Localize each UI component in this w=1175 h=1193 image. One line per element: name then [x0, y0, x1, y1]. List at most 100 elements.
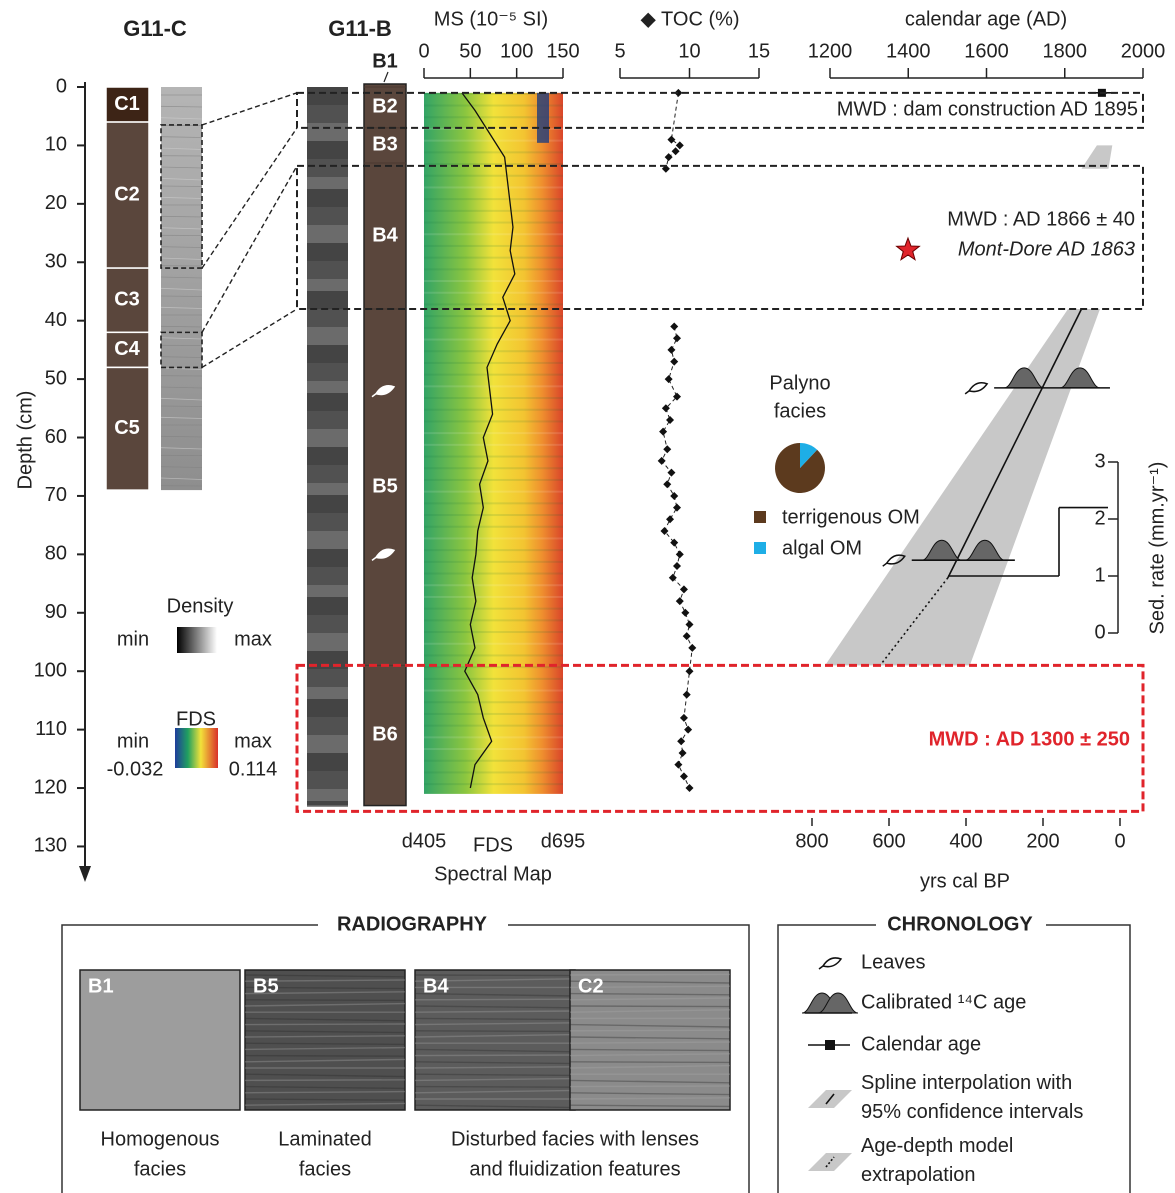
legend-label: 95% confidence intervals: [861, 1101, 1083, 1123]
radiograph-stripe: [244, 1046, 406, 1051]
radiograph-stripe: [160, 337, 203, 340]
radiograph-stripe: [307, 711, 348, 717]
legend-title: Density: [167, 595, 234, 617]
axis-tick-label: 2000: [1121, 40, 1166, 62]
leaf-icon: [371, 548, 396, 561]
unit-label: C2: [114, 183, 140, 205]
radiograph-stripe: [307, 705, 348, 711]
radiograph-stripe: [307, 639, 348, 645]
leaf-shape: [374, 548, 396, 559]
radiograph-stripe: [569, 1048, 731, 1052]
radiograph-stripe: [160, 166, 203, 169]
radiograph-stripe: [414, 1005, 576, 1009]
toc-point: [667, 345, 676, 354]
radiograph-stripe: [160, 215, 203, 218]
radiograph-stripe: [160, 306, 203, 309]
correlation-box: [160, 124, 203, 269]
radiograph-stripe: [307, 741, 348, 747]
radiograph-stripe: [307, 477, 348, 483]
radiograph-stripe: [307, 699, 348, 705]
unit-label: C3: [114, 289, 140, 311]
radiograph-stripe: [414, 1089, 576, 1094]
spectral-label: d405: [402, 830, 447, 852]
core-unit: [105, 331, 150, 369]
radiograph-stripe: [307, 483, 348, 489]
legend-icon: [817, 992, 859, 1014]
spectral-texture: [424, 116, 563, 119]
panel-caption: facies: [134, 1158, 186, 1180]
radiograph-stripe: [414, 1022, 576, 1026]
radiograph-panel: [569, 969, 731, 1111]
radiograph-stripe: [160, 447, 203, 450]
leaf-stem: [371, 556, 377, 561]
radiograph-stripe: [307, 219, 348, 225]
radiograph-stripe: [307, 285, 348, 291]
axis-title: MS (10⁻⁵ SI): [434, 8, 548, 30]
depth-tick-label: 130: [34, 835, 67, 857]
radiograph-stripe: [307, 159, 348, 165]
axis-tick-label: 2: [1094, 507, 1105, 529]
radiograph-stripe: [160, 257, 203, 260]
radiograph-stripe: [307, 753, 348, 759]
radiograph-stripe: [307, 207, 348, 213]
radiograph-stripe: [414, 1033, 576, 1038]
radiograph-stripe: [307, 453, 348, 459]
axis-tick-label: 0: [418, 40, 429, 62]
toc-point: [674, 88, 683, 97]
spectral-texture: [424, 186, 563, 189]
radiograph-stripe: [307, 423, 348, 429]
mwd-box: [296, 164, 1144, 310]
radiograph-stripe: [244, 1102, 406, 1106]
core-unit: [105, 86, 150, 123]
depth-tick-label: 10: [45, 134, 67, 156]
axis-tick-label: 50: [459, 40, 481, 62]
radiograph-stripe: [307, 471, 348, 477]
radiograph-stripe: [307, 315, 348, 321]
panel-label: C2: [578, 975, 604, 997]
radiograph-stripe: [307, 687, 348, 693]
radiograph-stripe: [307, 375, 348, 381]
toc-point: [661, 404, 670, 413]
confidence-band: [1081, 145, 1113, 169]
spectral-texture: [424, 666, 563, 669]
radiograph-stripe: [244, 974, 406, 978]
spectral-texture: [424, 595, 563, 598]
legend-swatch: [754, 542, 766, 554]
toc-point: [663, 480, 672, 489]
toc-point: [670, 491, 679, 500]
spectral-texture: [424, 397, 563, 400]
radiograph-stripe: [307, 723, 348, 729]
radiograph-stripe: [307, 735, 348, 741]
legend-icon: [825, 1040, 835, 1050]
unit-label: B3: [372, 134, 398, 156]
unit-label: B1: [372, 50, 398, 72]
leaf-shape: [967, 382, 989, 393]
radiograph-stripe: [307, 633, 348, 639]
toc-point: [677, 737, 686, 746]
radiograph-stripe: [414, 998, 576, 1001]
correlation-line: [201, 92, 298, 126]
spectral-texture: [424, 174, 563, 177]
radiograph-stripe: [307, 177, 348, 183]
radiograph-stripe: [307, 225, 348, 231]
radiograph-stripe: [307, 369, 348, 375]
spectral-texture: [424, 584, 563, 587]
axis-title: Sed. rate (mm.yr⁻¹): [1146, 462, 1168, 635]
unit-label: C1: [114, 93, 140, 115]
radiograph-stripe: [160, 196, 203, 199]
spectral-texture: [424, 783, 563, 786]
radiograph-panel: [79, 969, 241, 1111]
toc-point: [682, 690, 691, 699]
depth-tick-label: 100: [34, 659, 67, 681]
spline-line: [947, 308, 1083, 579]
spectral-texture: [424, 443, 563, 446]
mwd-label: MWD : AD 1300 ± 250: [929, 728, 1130, 750]
panel-caption: facies: [299, 1158, 351, 1180]
radiograph-stripe: [244, 1054, 406, 1057]
legend-label: 0.114: [229, 758, 278, 780]
radiograph-stripe: [244, 991, 406, 995]
spectral-texture: [424, 151, 563, 154]
spectral-texture: [424, 361, 563, 364]
radiograph-stripe: [414, 992, 576, 997]
radiograph-stripe: [244, 1073, 406, 1078]
